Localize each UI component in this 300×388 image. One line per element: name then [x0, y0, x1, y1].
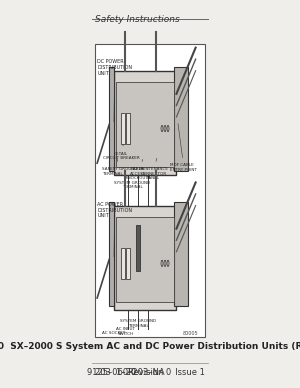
FancyBboxPatch shape: [136, 225, 140, 271]
Text: 203  1–20: 203 1–20: [95, 368, 136, 377]
Circle shape: [167, 260, 169, 267]
Text: DC POWER
DISTRIBUTION
UNIT: DC POWER DISTRIBUTION UNIT: [97, 59, 132, 122]
Text: Figure 1–10  SX–2000 S System AC and DC Power Distribution Units (Rear Panel): Figure 1–10 SX–2000 S System AC and DC P…: [0, 342, 300, 351]
Text: AC SOCKET: AC SOCKET: [102, 331, 126, 335]
FancyBboxPatch shape: [116, 217, 174, 302]
Text: DETAIL
CIRCUIT BREAKER: DETAIL CIRCUIT BREAKER: [103, 139, 140, 160]
FancyBboxPatch shape: [174, 67, 188, 171]
FancyBboxPatch shape: [126, 248, 130, 279]
FancyBboxPatch shape: [114, 206, 176, 310]
FancyBboxPatch shape: [109, 202, 114, 306]
Circle shape: [161, 125, 163, 132]
FancyBboxPatch shape: [95, 44, 205, 336]
Text: Revision 0: Revision 0: [128, 368, 172, 377]
FancyBboxPatch shape: [114, 71, 176, 175]
Text: Safety Instructions: Safety Instructions: [95, 15, 179, 24]
FancyBboxPatch shape: [109, 67, 114, 171]
Circle shape: [164, 260, 166, 267]
Text: SYSTEM GROUND
TERMINAL: SYSTEM GROUND TERMINAL: [114, 180, 150, 189]
FancyBboxPatch shape: [121, 113, 125, 144]
Circle shape: [167, 125, 169, 132]
Text: MDF CABLE
ENTRY POINT: MDF CABLE ENTRY POINT: [170, 123, 197, 172]
Text: AC POWER
DISTRIBUTION
UNIT: AC POWER DISTRIBUTION UNIT: [97, 202, 132, 257]
Text: AC INPUT
SWITCH: AC INPUT SWITCH: [116, 327, 136, 336]
Circle shape: [164, 125, 166, 132]
FancyBboxPatch shape: [126, 113, 130, 144]
Circle shape: [161, 260, 163, 267]
FancyBboxPatch shape: [174, 202, 188, 306]
Text: SAFETY GROUND
TERMINAL: SAFETY GROUND TERMINAL: [102, 158, 137, 176]
Text: CABLE
ACCESS
KNOCKOUTS: CABLE ACCESS KNOCKOUTS: [125, 159, 151, 180]
Text: MAINTENANCE
CONNECTOR
PANEL: MAINTENANCE CONNECTOR PANEL: [139, 158, 169, 180]
Text: 80005: 80005: [182, 331, 198, 336]
FancyBboxPatch shape: [121, 248, 125, 279]
Text: SYSTEM GROUND
TERMINAL: SYSTEM GROUND TERMINAL: [120, 319, 156, 328]
FancyBboxPatch shape: [116, 82, 174, 167]
Text: 9125–060–203–NA    Issue 1: 9125–060–203–NA Issue 1: [87, 368, 205, 377]
